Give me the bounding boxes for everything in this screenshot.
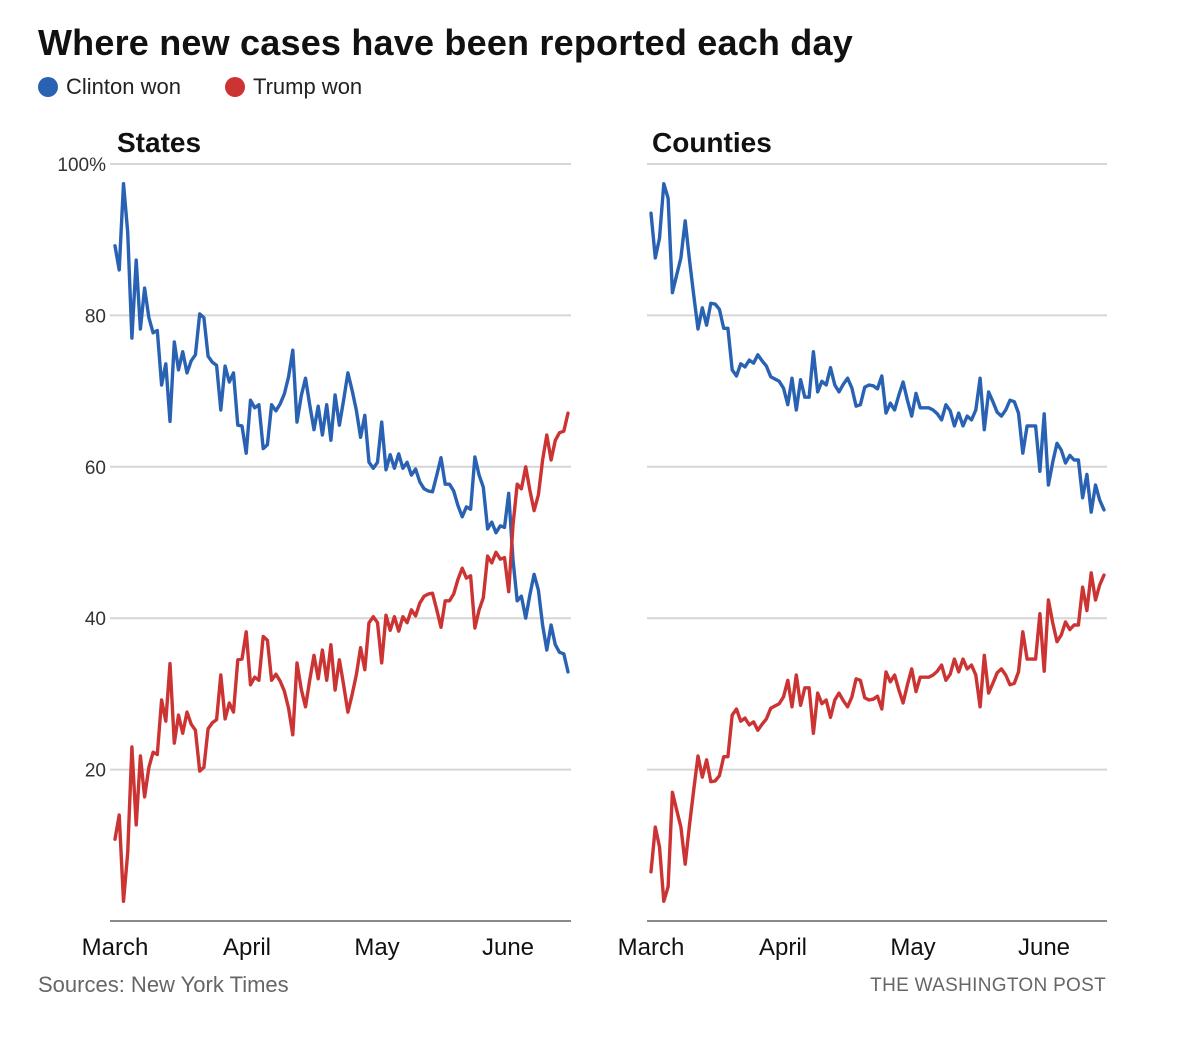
x-tick-label: June <box>1018 934 1070 961</box>
y-tick-label: 40 <box>85 609 106 630</box>
y-tick-label: 80 <box>85 306 106 327</box>
x-tick-label: June <box>482 934 534 961</box>
x-tick-label: May <box>890 934 935 961</box>
legend-dot-trump-icon <box>224 77 245 97</box>
y-tick-label: 100% <box>57 155 106 176</box>
legend-label-clinton: Clinton won <box>66 74 181 99</box>
counties-trump-line <box>649 571 1106 903</box>
legend-label-trump: Trump won <box>252 74 363 99</box>
y-tick-label: 60 <box>85 458 106 479</box>
legend-dot-clinton-icon <box>38 77 58 97</box>
y-tick-label: 20 <box>85 761 106 782</box>
chart-title: Where new cases have been reported each … <box>38 22 853 63</box>
panel-title: Counties <box>652 127 772 158</box>
source-note: Sources: New York Times <box>38 972 289 997</box>
x-tick-label: April <box>759 934 807 961</box>
credit-line: THE WASHINGTON POST <box>870 975 1106 996</box>
x-tick-label: March <box>82 934 149 961</box>
x-tick-label: April <box>223 934 271 961</box>
legend: Clinton won Trump won <box>38 74 406 100</box>
counties-clinton-line <box>649 181 1106 514</box>
states-trump-line <box>113 411 570 903</box>
legend-item-clinton: Clinton won <box>38 74 181 100</box>
panel-title: States <box>117 127 201 158</box>
x-tick-label: March <box>618 934 685 961</box>
states-clinton-line <box>113 181 570 674</box>
x-tick-label: May <box>354 934 399 961</box>
legend-item-trump: Trump won <box>224 74 363 100</box>
